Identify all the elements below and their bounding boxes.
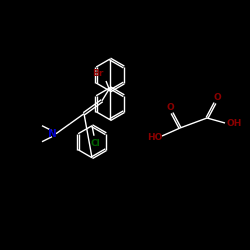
Text: N: N: [48, 129, 56, 139]
Text: O: O: [166, 102, 174, 112]
Text: HO: HO: [147, 134, 163, 142]
Text: OH: OH: [226, 118, 242, 128]
Text: Br: Br: [92, 70, 104, 78]
Text: O: O: [213, 92, 221, 102]
Text: Cl: Cl: [90, 139, 100, 148]
